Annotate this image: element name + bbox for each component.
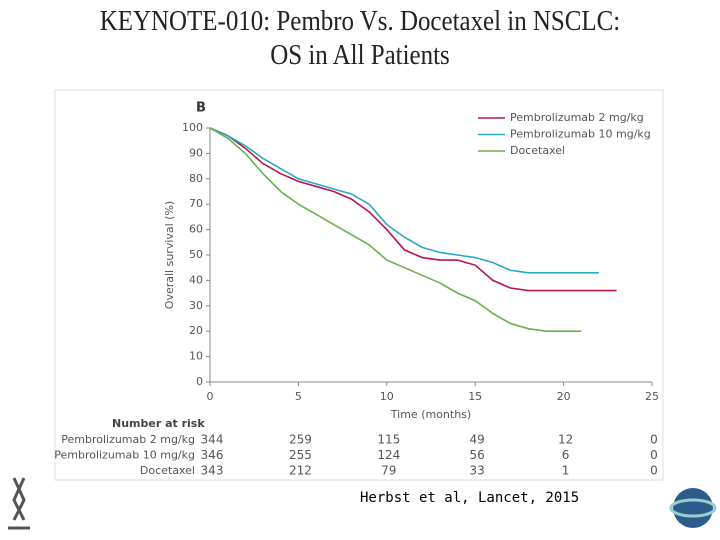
y-axis-label: Overall survival (%) xyxy=(163,201,176,309)
risk-value: 255 xyxy=(289,448,312,462)
x-tick-label: 25 xyxy=(645,390,659,403)
risk-value: 344 xyxy=(201,433,224,447)
risk-value: 212 xyxy=(289,464,312,478)
survival-curve xyxy=(209,127,617,292)
y-tick-label: 70 xyxy=(189,197,203,210)
x-tick-label: 0 xyxy=(207,390,214,403)
risk-value: 56 xyxy=(470,448,485,462)
risk-value: 343 xyxy=(201,464,224,478)
x-tick-label: 5 xyxy=(295,390,302,403)
risk-value: 115 xyxy=(377,433,400,447)
legend-label: Pembrolizumab 10 mg/kg xyxy=(510,128,651,141)
title-line: OS in All Patients xyxy=(270,39,450,71)
survival-curve xyxy=(209,127,599,274)
y-tick-label: 80 xyxy=(189,172,203,185)
risk-value: 79 xyxy=(381,464,396,478)
risk-value: 0 xyxy=(650,464,658,478)
x-tick-label: 20 xyxy=(557,390,571,403)
y-tick-label: 90 xyxy=(189,146,203,159)
y-tick-label: 10 xyxy=(189,350,203,363)
globe-icon xyxy=(673,488,713,528)
dna-icon xyxy=(12,477,26,521)
risk-title: Number at risk xyxy=(112,417,205,430)
x-tick-label: 15 xyxy=(468,390,482,403)
risk-value: 124 xyxy=(377,448,400,462)
y-tick-label: 30 xyxy=(189,299,203,312)
legend-label: Pembrolizumab 2 mg/kg xyxy=(510,111,644,124)
x-axis-label: Time (months) xyxy=(390,408,471,421)
panel-label: B xyxy=(196,101,206,116)
y-tick-label: 100 xyxy=(182,121,203,134)
risk-row-label: Docetaxel xyxy=(140,464,195,477)
risk-value: 6 xyxy=(562,448,570,462)
risk-value: 33 xyxy=(470,464,485,478)
risk-value: 346 xyxy=(201,448,224,462)
risk-value: 0 xyxy=(650,448,658,462)
y-tick-label: 20 xyxy=(189,324,203,337)
y-tick-label: 50 xyxy=(189,248,203,261)
risk-row-label: Pembrolizumab 10 mg/kg xyxy=(54,449,195,462)
risk-value: 49 xyxy=(470,433,485,447)
survival-curve xyxy=(209,127,582,333)
x-tick-label: 10 xyxy=(380,390,394,403)
title-line: KEYNOTE-010: Pembro Vs. Docetaxel in NSC… xyxy=(99,5,621,37)
risk-value: 0 xyxy=(650,433,658,447)
logos xyxy=(8,477,717,530)
risk-row-label: Pembrolizumab 2 mg/kg xyxy=(61,433,195,446)
chart-panel xyxy=(54,89,664,481)
risk-value: 259 xyxy=(289,433,312,447)
y-tick-label: 60 xyxy=(189,223,203,236)
risk-value: 1 xyxy=(562,464,570,478)
risk-value: 12 xyxy=(558,433,573,447)
slide-title: KEYNOTE-010: Pembro Vs. Docetaxel in NSC… xyxy=(50,4,669,72)
y-tick-label: 0 xyxy=(196,375,203,388)
legend-label: Docetaxel xyxy=(510,144,565,157)
citation: Herbst et al, Lancet, 2015 xyxy=(360,490,580,506)
y-tick-label: 40 xyxy=(189,273,203,286)
globe-ring xyxy=(669,498,717,518)
